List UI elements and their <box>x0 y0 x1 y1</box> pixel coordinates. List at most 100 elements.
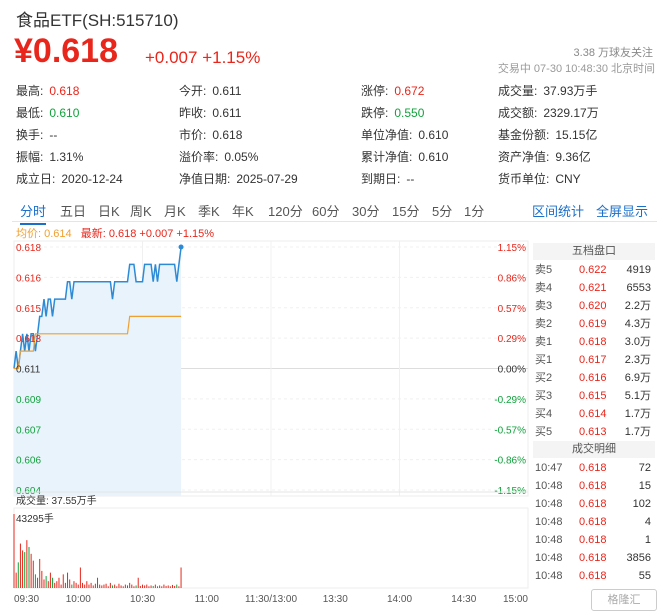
orderbook-row: 卖1 0.618 3.0万 <box>533 333 655 351</box>
stat-value: 2020-12-24 <box>61 172 123 186</box>
stat-item: 单位净值: 0.610 <box>361 126 448 146</box>
tab-period[interactable]: 5分 <box>432 204 453 219</box>
orderbook-cell: 4919 <box>626 264 651 276</box>
orderbook-cell: 0.622 <box>579 264 607 276</box>
stat-label: 单位净值: <box>361 128 413 142</box>
tab-period[interactable]: 日K <box>98 204 120 219</box>
orderbook-cell: 卖1 <box>535 336 553 348</box>
stat-label: 昨收: <box>179 106 207 120</box>
stat-label: 今开: <box>179 84 207 98</box>
price-change: +0.007 +1.15% <box>145 48 261 67</box>
stat-label: 累计净值: <box>361 150 413 164</box>
tab-period[interactable]: 分时 <box>20 201 47 225</box>
orderbook-cell: 0.617 <box>579 354 607 366</box>
orderbook-cell: 买3 <box>535 390 553 402</box>
orderbook-cell: 卖2 <box>535 318 553 330</box>
y-tick-label-pct: -0.57% <box>494 425 526 436</box>
orderbook-row: 10:48 0.618 1 <box>533 531 655 549</box>
orderbook-cell: 2.2万 <box>624 300 651 312</box>
orderbook-cell: 0.618 <box>579 516 607 528</box>
orderbook-row: 10:48 0.618 102 <box>533 495 655 513</box>
orderbook-cell: 1 <box>644 534 651 546</box>
price-area-fill <box>14 247 182 496</box>
y-tick-label: 0.613 <box>16 334 41 345</box>
stat-value: CNY <box>555 172 581 186</box>
orderbook-cell: 0.618 <box>579 336 607 348</box>
tab-period[interactable]: 年K <box>232 204 254 219</box>
stat-item: 资产净值: 9.36亿 <box>498 148 591 168</box>
tab-period[interactable]: 120分 <box>268 204 303 219</box>
stat-label: 振幅: <box>16 150 44 164</box>
tab-period[interactable]: 季K <box>198 204 220 219</box>
orderbook-cell: 0.615 <box>579 390 607 402</box>
orderbook-cell: 0.618 <box>579 534 607 546</box>
orderbook-row: 10:48 0.618 55 <box>533 567 655 585</box>
stat-value: 15.15亿 <box>555 128 598 142</box>
orderbook-row: 买5 0.613 1.7万 <box>533 423 655 441</box>
stat-label: 涨停: <box>361 84 389 98</box>
orderbook-cell: 10:48 <box>535 498 563 510</box>
tab-period[interactable]: 月K <box>164 204 186 219</box>
orderbook-cell: 买1 <box>535 354 553 366</box>
stat-value: 0.672 <box>394 84 425 98</box>
stat-label: 成立日: <box>16 172 56 186</box>
stat-value: 37.93万手 <box>543 84 598 98</box>
x-tick-label: 14:00 <box>387 594 412 605</box>
orderbook-cell: 15 <box>638 480 651 492</box>
gelonghui-watermark-logo: 格隆汇 <box>591 589 657 611</box>
y-tick-label-pct: 0.57% <box>498 304 526 315</box>
orderbook-cell: 10:48 <box>535 516 563 528</box>
x-tick-label: 09:30 <box>14 594 39 605</box>
orderbook-cell: 买4 <box>535 408 553 420</box>
range-stats-link[interactable]: 区间统计 <box>532 204 585 219</box>
y-tick-label-pct: -0.86% <box>494 456 526 467</box>
stat-item: 今开: 0.611 <box>179 82 241 102</box>
stat-value: 0.610 <box>418 128 449 142</box>
stat-item: 累计净值: 0.610 <box>361 148 448 168</box>
tab-period[interactable]: 15分 <box>392 204 420 219</box>
stat-value: 0.618 <box>49 84 80 98</box>
y-tick-label-pct: 0.00% <box>498 365 526 376</box>
orderbook-row: 10:48 0.618 4 <box>533 513 655 531</box>
x-tick-label: 10:00 <box>66 594 91 605</box>
volume-max-label: 43295手 <box>16 512 54 525</box>
stat-value: 2025-07-29 <box>236 172 298 186</box>
orderbook-cell: 0.616 <box>579 372 607 384</box>
orderbook-cell: 3856 <box>626 552 651 564</box>
stat-value: 0.05% <box>224 150 259 164</box>
orderbook-cell: 102 <box>632 498 651 510</box>
stat-value: 0.610 <box>49 106 80 120</box>
orderbook-cell: 3.0万 <box>624 336 651 348</box>
stat-item: 成立日: 2020-12-24 <box>16 170 123 190</box>
stat-label: 最低: <box>16 106 44 120</box>
tab-period[interactable]: 30分 <box>352 204 380 219</box>
tab-period[interactable]: 1分 <box>464 204 485 219</box>
orderbook-row: 10:48 0.618 15 <box>533 477 655 495</box>
stat-item: 涨停: 0.672 <box>361 82 424 102</box>
orderbook-row: 卖3 0.620 2.2万 <box>533 297 655 315</box>
tab-period[interactable]: 周K <box>130 204 152 219</box>
stat-value: -- <box>49 128 58 142</box>
tab-period[interactable]: 五日 <box>60 204 87 219</box>
orderbook-cell: 5.1万 <box>624 390 651 402</box>
stat-label: 最高: <box>16 84 44 98</box>
tab-period[interactable]: 60分 <box>312 204 340 219</box>
stat-label: 基金份额: <box>498 128 550 142</box>
chart-period-tabs: 分时 五日 日K 周K 月K 季K 年K 120分 60分 30分 15分 5分 1分 区间统计 全屏显示 <box>12 197 657 225</box>
latest-price-legend: 最新: 0.618 +0.007 +1.15% <box>80 228 215 240</box>
avg-price-line <box>14 315 182 370</box>
fullscreen-link[interactable]: 全屏显示 <box>596 204 649 219</box>
stat-item: 市价: 0.618 <box>179 126 242 146</box>
orderbook-cell: 买2 <box>535 372 553 384</box>
stat-label: 到期日: <box>361 172 401 186</box>
orderbook-cell: 10:48 <box>535 552 563 564</box>
orderbook-row: 10:48 0.618 3856 <box>533 549 655 567</box>
stat-item: 成交额: 2329.17万 <box>498 104 599 124</box>
orderbook-cell: 6553 <box>626 282 651 294</box>
orderbook-row: 买2 0.616 6.9万 <box>533 369 655 387</box>
stat-item: 净值日期: 2025-07-29 <box>179 170 298 190</box>
follow-count[interactable]: 3.38 万球友关注 <box>573 47 653 59</box>
orderbook-cell: 10:48 <box>535 570 563 582</box>
orderbook-cell: 0.613 <box>579 426 607 438</box>
